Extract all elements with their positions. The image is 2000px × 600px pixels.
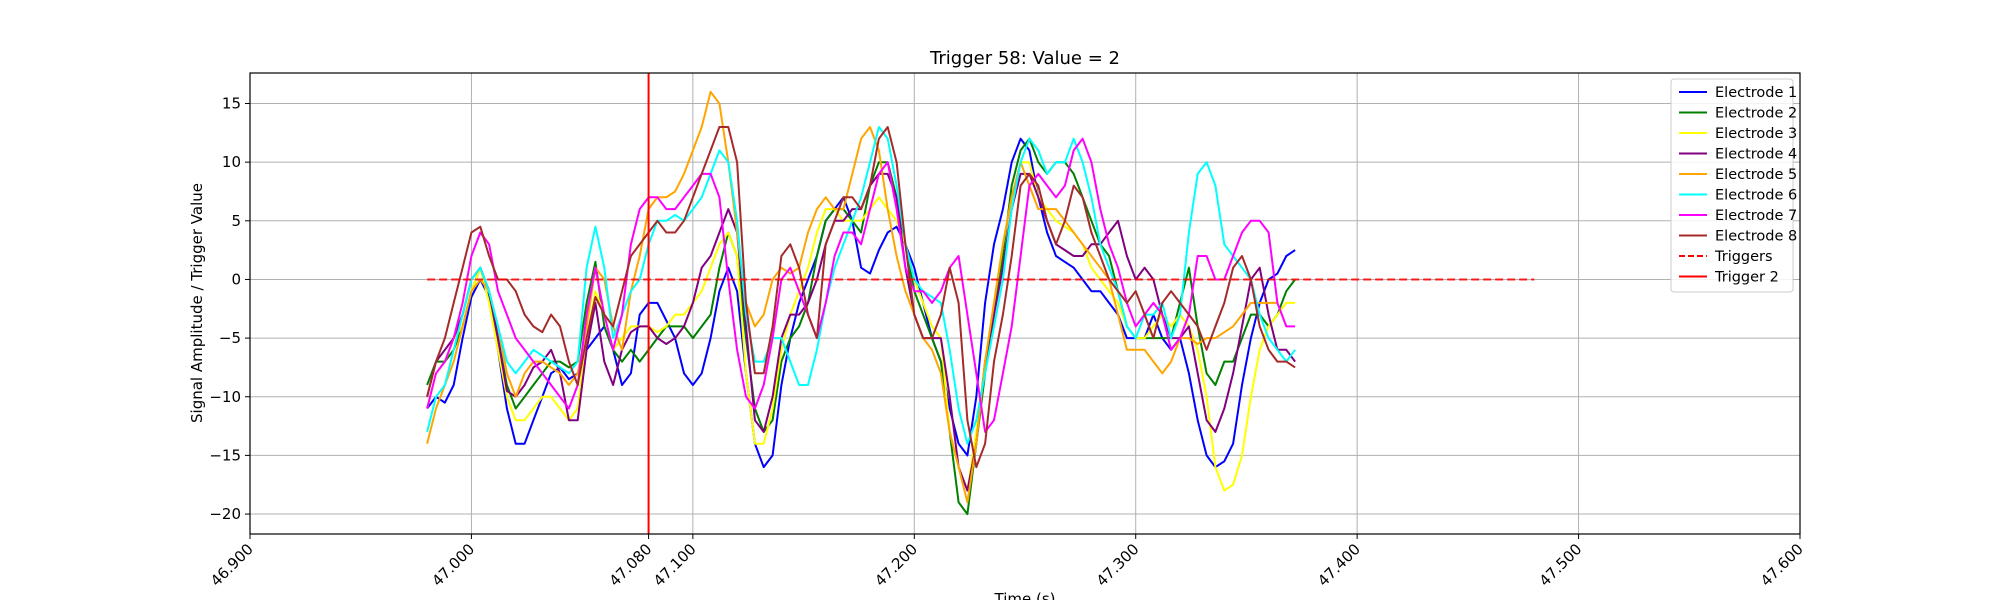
y-tick-label: 10 bbox=[222, 153, 241, 171]
legend-label: Electrode 8 bbox=[1715, 229, 1797, 245]
series-line-electrode-7 bbox=[426, 137, 1296, 433]
plot-frame bbox=[249, 72, 1801, 535]
x-axis-label: Time (s) bbox=[994, 590, 1056, 600]
y-tick-label: −10 bbox=[209, 388, 241, 406]
legend: Electrode 1 Electrode 2 Electrode 3 Electro… bbox=[1670, 78, 1797, 293]
y-tick-label: 5 bbox=[231, 212, 241, 230]
series-line-electrode-8 bbox=[426, 126, 1296, 469]
series-line-electrode-1 bbox=[426, 137, 1296, 469]
legend-label: Electrode 3 bbox=[1715, 126, 1797, 142]
y-tick-label: −15 bbox=[209, 446, 241, 464]
y-tick-label: 15 bbox=[222, 94, 241, 112]
legend-label: Trigger 2 bbox=[1714, 270, 1779, 286]
y-tick-label: −20 bbox=[209, 505, 241, 523]
series-line-electrode-5 bbox=[426, 90, 1278, 504]
y-axis-label: Signal Amplitude / Trigger Value bbox=[188, 183, 206, 423]
plot-lines bbox=[426, 73, 1535, 534]
legend-label: Triggers bbox=[1714, 249, 1773, 265]
y-tick-label: −5 bbox=[219, 329, 241, 347]
y-tick-label: 0 bbox=[231, 270, 241, 288]
chart-title: Trigger 58: Value = 2 bbox=[929, 48, 1120, 69]
legend-label: Electrode 2 bbox=[1715, 106, 1797, 122]
series-line-electrode-2 bbox=[426, 137, 1296, 516]
legend-label: Electrode 5 bbox=[1715, 167, 1797, 183]
legend-label: Electrode 7 bbox=[1715, 208, 1797, 224]
legend-label: Electrode 4 bbox=[1715, 147, 1797, 163]
legend-label: Electrode 1 bbox=[1715, 85, 1797, 101]
y-axis: −20 −15 −10 −5 0 5 10 15 bbox=[209, 94, 250, 523]
legend-label: Electrode 6 bbox=[1715, 188, 1797, 204]
